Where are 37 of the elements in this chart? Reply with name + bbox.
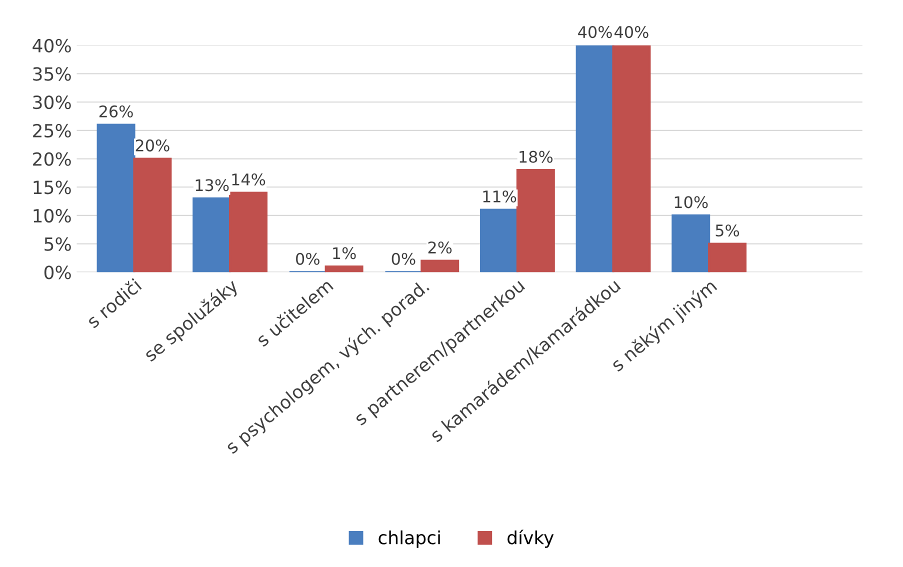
legend-label: dívky (508, 530, 554, 548)
data-label: 40% (614, 26, 648, 38)
data-label: 1% (333, 247, 356, 260)
data-label: 18% (520, 150, 553, 163)
bar (672, 214, 710, 272)
data-label: 0% (392, 252, 416, 265)
data-label: 26% (99, 105, 133, 118)
y-tick-label: 35% (33, 67, 71, 81)
bar (96, 124, 136, 272)
y-tick-label: 20% (33, 152, 71, 166)
y-tick-label: 30% (33, 96, 71, 110)
y-tick-label: 10% (34, 208, 71, 223)
data-label: 20% (136, 139, 170, 152)
y-tick-label: 0% (44, 266, 71, 280)
data-label: 5% (716, 224, 740, 237)
bar (133, 158, 172, 272)
data-label: 0% (296, 252, 320, 265)
data-label: 2% (428, 241, 452, 254)
bar (480, 208, 519, 272)
bar (420, 260, 460, 272)
legend-label: chlapci (378, 530, 440, 548)
bar (612, 45, 651, 272)
y-tick-label: 15% (34, 180, 71, 194)
bar (324, 265, 364, 272)
y-tick-label: 40% (32, 38, 71, 52)
data-label: 10% (674, 196, 708, 208)
bar (229, 192, 268, 272)
y-tick-label: 25% (33, 124, 71, 138)
data-label: 13% (196, 179, 229, 192)
data-label: 14% (232, 173, 266, 186)
data-label: 11% (483, 190, 516, 203)
bar (708, 242, 747, 272)
y-tick-label: 5% (44, 237, 71, 251)
bar (516, 169, 555, 272)
bar (192, 197, 232, 272)
bar (576, 45, 614, 272)
data-label: 40% (578, 26, 612, 38)
